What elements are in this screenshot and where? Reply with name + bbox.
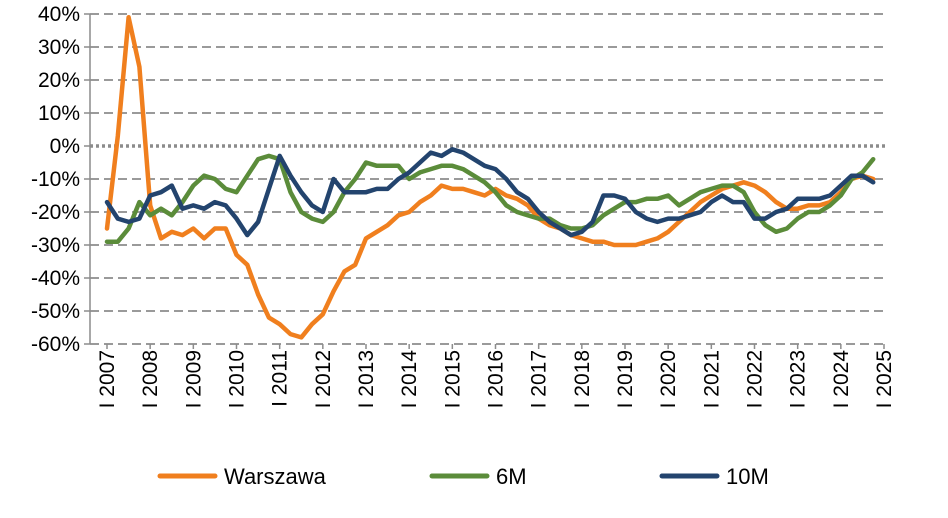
x-tick-label: I 2012 [312,350,335,408]
x-tick-label: I 2020 [657,350,680,408]
y-axis: 40% 30% 20% 10% 0% -10% -20% -30% -40% -50% -60% [31,3,91,356]
x-tick-label: I 2015 [441,350,464,408]
y-tick-label: 10% [38,102,80,125]
series-line-warszawa [104,15,876,340]
legend-label-warszawa: Warszawa [224,464,327,489]
x-tick-label: I 2008 [139,350,162,408]
x-tick-label: I 2014 [398,350,421,409]
y-tick-label: 20% [38,69,80,92]
legend-label-6m: 6M [496,464,527,489]
legend-label-10m: 10M [726,464,769,489]
y-tick-label: -50% [31,300,80,323]
y-tick-label: -60% [31,333,80,356]
x-axis: I 2007 I 2008 I 2009 I 2010 I 2011 I 2012 I 20… [96,344,896,408]
y-tick-label: -10% [31,168,80,191]
y-tick-label: -30% [31,234,80,257]
x-tick-label: I 2013 [355,350,378,408]
x-tick-label: I 2019 [614,350,637,408]
x-tick-label: I 2009 [182,350,205,408]
grid-lines [90,13,888,345]
series-lines [104,15,876,340]
series-line-6m [104,153,876,244]
y-tick-label: 0% [50,135,80,158]
x-tick-label: I 2017 [528,350,551,408]
y-tick-label: -40% [31,267,80,290]
x-tick-label: I 2007 [96,350,119,408]
x-tick-label: I 2022 [744,350,767,408]
x-tick-label: I 2010 [226,350,249,408]
y-tick-label: -20% [31,201,80,224]
x-tick-label: I 2011 [269,350,292,407]
x-tick-label: I 2018 [571,350,594,408]
series-line-10m [104,147,876,238]
x-tick-label: I 2016 [485,350,508,408]
y-tick-label: 40% [38,3,80,26]
x-tick-label: I 2024 [830,350,853,409]
x-tick-label: I 2021 [700,350,723,408]
x-tick-label: I 2025 [873,350,896,408]
x-tick-label: I 2023 [787,350,810,408]
legend: Warszawa 6M 10M [157,464,769,489]
y-tick-label: 30% [38,36,80,59]
